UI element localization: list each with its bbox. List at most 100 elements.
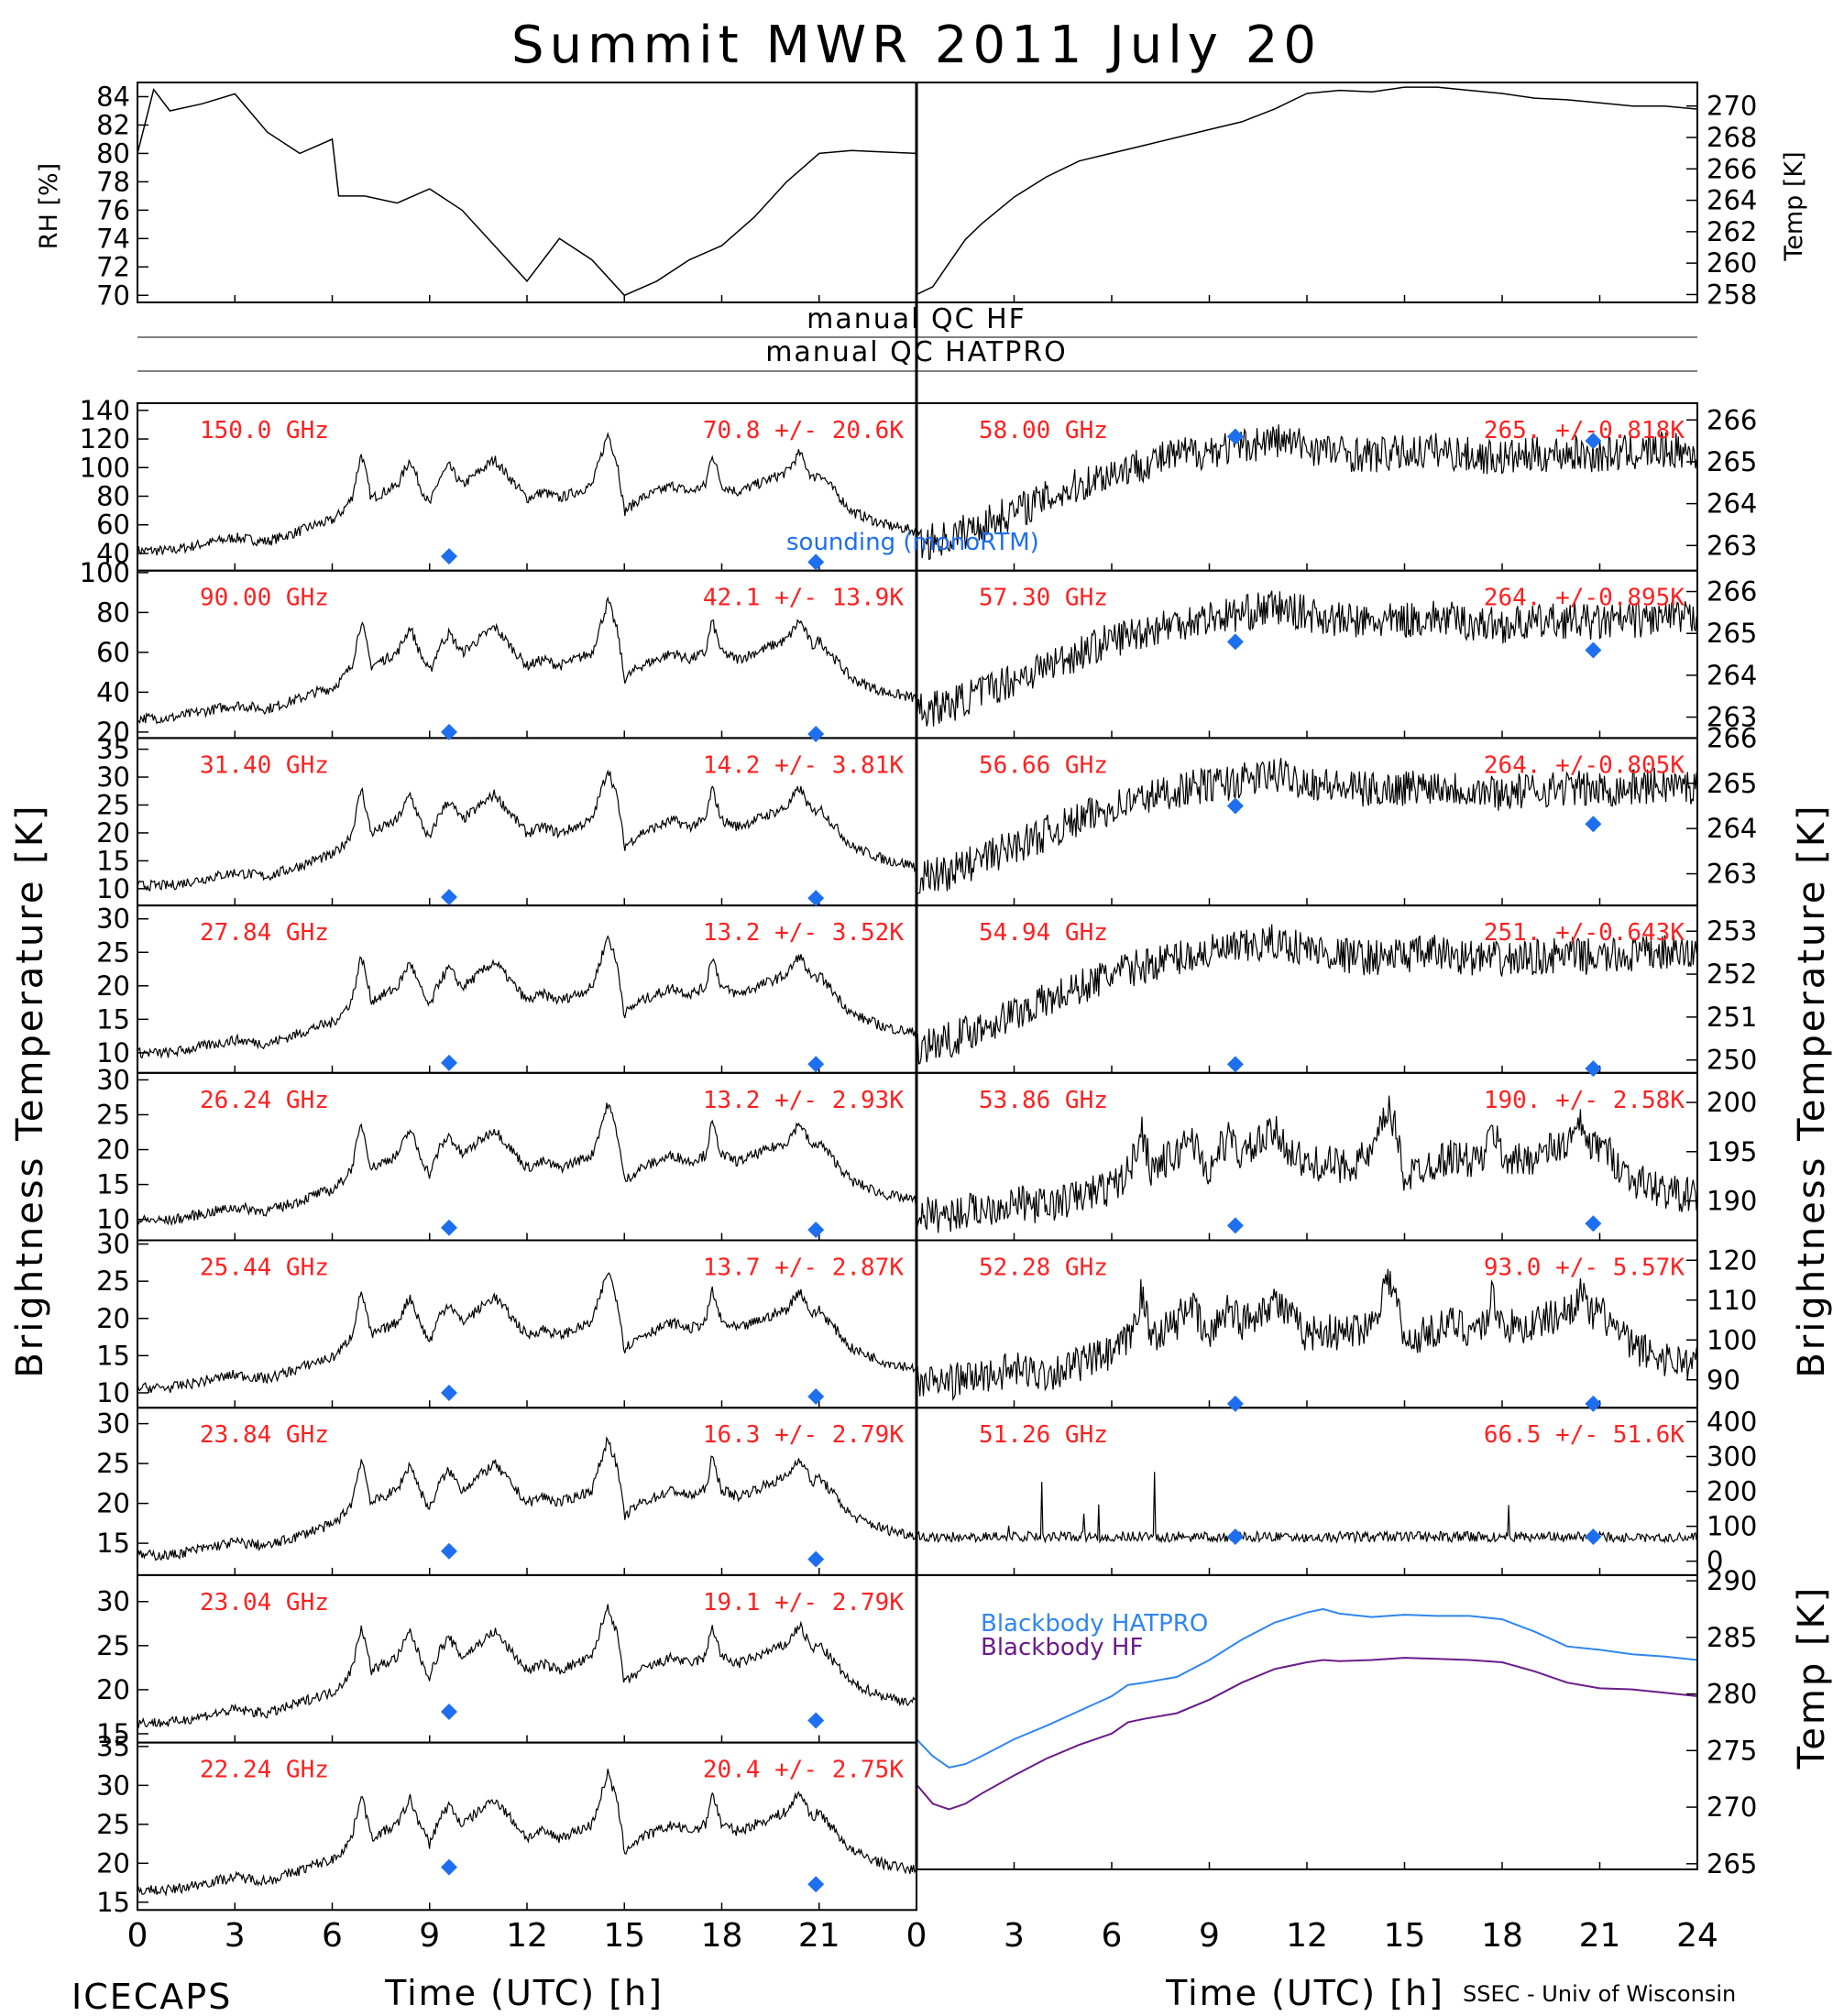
trace-p5386	[916, 1095, 1697, 1233]
freq-label-p5666: 56.66 GHz	[979, 751, 1108, 779]
temp-y-axis-label: Temp [K]	[1780, 151, 1808, 261]
ytick-label-p90: 60	[96, 637, 130, 668]
ytick-label-p90: 100	[80, 557, 130, 588]
trace-p5126	[916, 1472, 1697, 1544]
sounding-marker-p150-1	[807, 553, 825, 571]
freq-label-p5494: 54.94 GHz	[979, 919, 1108, 947]
stat-label-p5666: 264. +/-0.805K	[1484, 751, 1685, 779]
xtick-label-left: 9	[419, 1917, 440, 1955]
xtick-label-left: 0	[127, 1917, 148, 1955]
trace-p5228	[916, 1268, 1697, 1401]
trace-p2304	[137, 1604, 916, 1728]
ytick-label-p5730: 266	[1707, 576, 1757, 608]
ytick-label-bb: 280	[1707, 1679, 1757, 1710]
sounding-marker-p2544-0	[441, 1384, 457, 1401]
footer-ssec: SSEC - Univ of Wisconsin	[1463, 1981, 1736, 2007]
ytick-label-p90: 20	[96, 717, 130, 748]
legend-blackbody-hatpro: Blackbody HATPRO	[981, 1610, 1208, 1638]
sounding-marker-p5228-1	[1585, 1395, 1602, 1412]
sounding-legend: sounding (monoRTM)	[786, 529, 1039, 556]
sounding-marker-p5386-1	[1585, 1215, 1602, 1233]
freq-label-p150: 150.0 GHz	[200, 417, 329, 444]
ytick-label-p5228: 100	[1707, 1324, 1757, 1355]
freq-label-p5800: 58.00 GHz	[979, 417, 1108, 444]
ytick-label-p5386: 195	[1707, 1136, 1757, 1167]
ytick-label-p2624: 30	[96, 1064, 130, 1095]
ytick-label-rh: 76	[96, 194, 130, 225]
data-traces	[137, 86, 1698, 1897]
trace-p5494	[916, 924, 1697, 1065]
sounding-marker-p5494-1	[1585, 1060, 1602, 1078]
ytick-label-p150: 80	[96, 481, 130, 512]
trace-p150	[137, 432, 916, 556]
ytick-label-p2384: 25	[96, 1448, 130, 1479]
ytick-label-temp: 260	[1707, 247, 1757, 279]
ytick-label-temp: 262	[1707, 216, 1757, 247]
ytick-label-p2784: 20	[96, 970, 130, 1002]
ytick-label-p2304: 20	[96, 1674, 130, 1705]
ytick-label-p5730: 263	[1707, 702, 1757, 733]
ytick-label-p5228: 120	[1707, 1244, 1757, 1276]
ytick-label-p2224: 35	[96, 1731, 130, 1762]
stat-label-p150: 70.8 +/- 20.6K	[703, 417, 904, 444]
sounding-marker-p2624-1	[807, 1222, 825, 1239]
ytick-label-p2784: 15	[96, 1003, 130, 1035]
ytick-label-p5494: 250	[1707, 1045, 1757, 1076]
stat-label-p5800: 265. +/-0.818K	[1484, 417, 1685, 444]
ytick-label-p2304: 15	[96, 1718, 130, 1749]
ytick-label-p2624: 10	[96, 1204, 130, 1235]
xtick-label-left: 12	[506, 1917, 548, 1955]
ytick-label-p2304: 30	[96, 1586, 130, 1617]
left-y-axis-label: Brightness Temperature [K]	[9, 803, 51, 1377]
ytick-label-rh: 72	[96, 251, 130, 282]
ytick-label-p5126: 400	[1707, 1406, 1757, 1437]
axis-ticks: 7072747678808284258260262264266268270406…	[80, 81, 1758, 1955]
sounding-marker-p2384-1	[807, 1550, 825, 1568]
sounding-marker-p2304-0	[441, 1703, 457, 1720]
ytick-label-temp: 264	[1707, 185, 1757, 216]
ytick-label-p5666: 264	[1707, 813, 1757, 844]
sounding-marker-p5228-0	[1226, 1395, 1244, 1412]
ytick-label-p2784: 25	[96, 937, 130, 968]
freq-label-p5126: 51.26 GHz	[979, 1421, 1108, 1449]
stat-label-p5494: 251. +/-0.643K	[1484, 919, 1685, 947]
xtick-label-left: 18	[701, 1917, 743, 1955]
sounding-marker-p2224-0	[441, 1858, 457, 1876]
trace-temp	[916, 86, 1698, 296]
ytick-label-p5494: 252	[1707, 959, 1757, 990]
trace-p90	[137, 596, 916, 725]
xtick-label-left: 3	[225, 1917, 246, 1955]
ytick-label-p314: 20	[96, 817, 130, 849]
sounding-marker-p2304-1	[807, 1712, 825, 1729]
sounding-marker-p2544-1	[807, 1388, 825, 1406]
sounding-marker-p314-0	[441, 888, 457, 905]
stat-label-p5730: 264. +/-0.895K	[1484, 585, 1685, 612]
ytick-label-p2544: 30	[96, 1229, 130, 1260]
stat-label-p2544: 13.7 +/- 2.87K	[703, 1255, 904, 1282]
ytick-label-p5800: 265	[1707, 446, 1757, 477]
freq-label-p2784: 27.84 GHz	[200, 919, 329, 947]
ytick-label-p2544: 15	[96, 1340, 130, 1371]
trace-rh	[137, 88, 917, 297]
stat-label-p2224: 20.4 +/- 2.75K	[703, 1757, 904, 1784]
ytick-label-p5800: 264	[1707, 488, 1757, 520]
ytick-label-rh: 74	[96, 223, 130, 254]
ytick-label-p2544: 10	[96, 1377, 130, 1408]
freq-label-p2224: 22.24 GHz	[200, 1757, 329, 1784]
stat-label-p314: 14.2 +/- 3.81K	[703, 751, 904, 779]
trace-p2624	[137, 1102, 916, 1227]
ytick-label-bb: 285	[1707, 1622, 1757, 1653]
trace-p5666	[916, 757, 1697, 895]
xtick-label-right: 0	[906, 1917, 927, 1955]
ytick-label-p2624: 15	[96, 1169, 130, 1200]
ytick-label-temp: 268	[1707, 122, 1757, 153]
sounding-marker-p5800-1	[1585, 433, 1602, 450]
sounding-marker-p150-0	[441, 548, 457, 565]
sounding-marker-p5730-0	[1226, 633, 1244, 651]
ytick-label-p5800: 266	[1707, 404, 1757, 435]
trace-bb-0	[916, 1607, 1698, 1769]
ytick-label-p2624: 25	[96, 1099, 130, 1130]
ytick-label-p5126: 300	[1707, 1441, 1757, 1472]
stat-label-p2784: 13.2 +/- 3.52K	[703, 919, 904, 947]
